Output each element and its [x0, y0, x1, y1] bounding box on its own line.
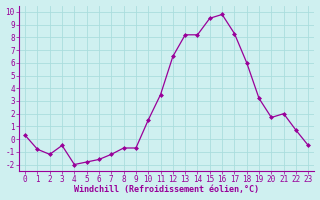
- X-axis label: Windchill (Refroidissement éolien,°C): Windchill (Refroidissement éolien,°C): [74, 185, 259, 194]
